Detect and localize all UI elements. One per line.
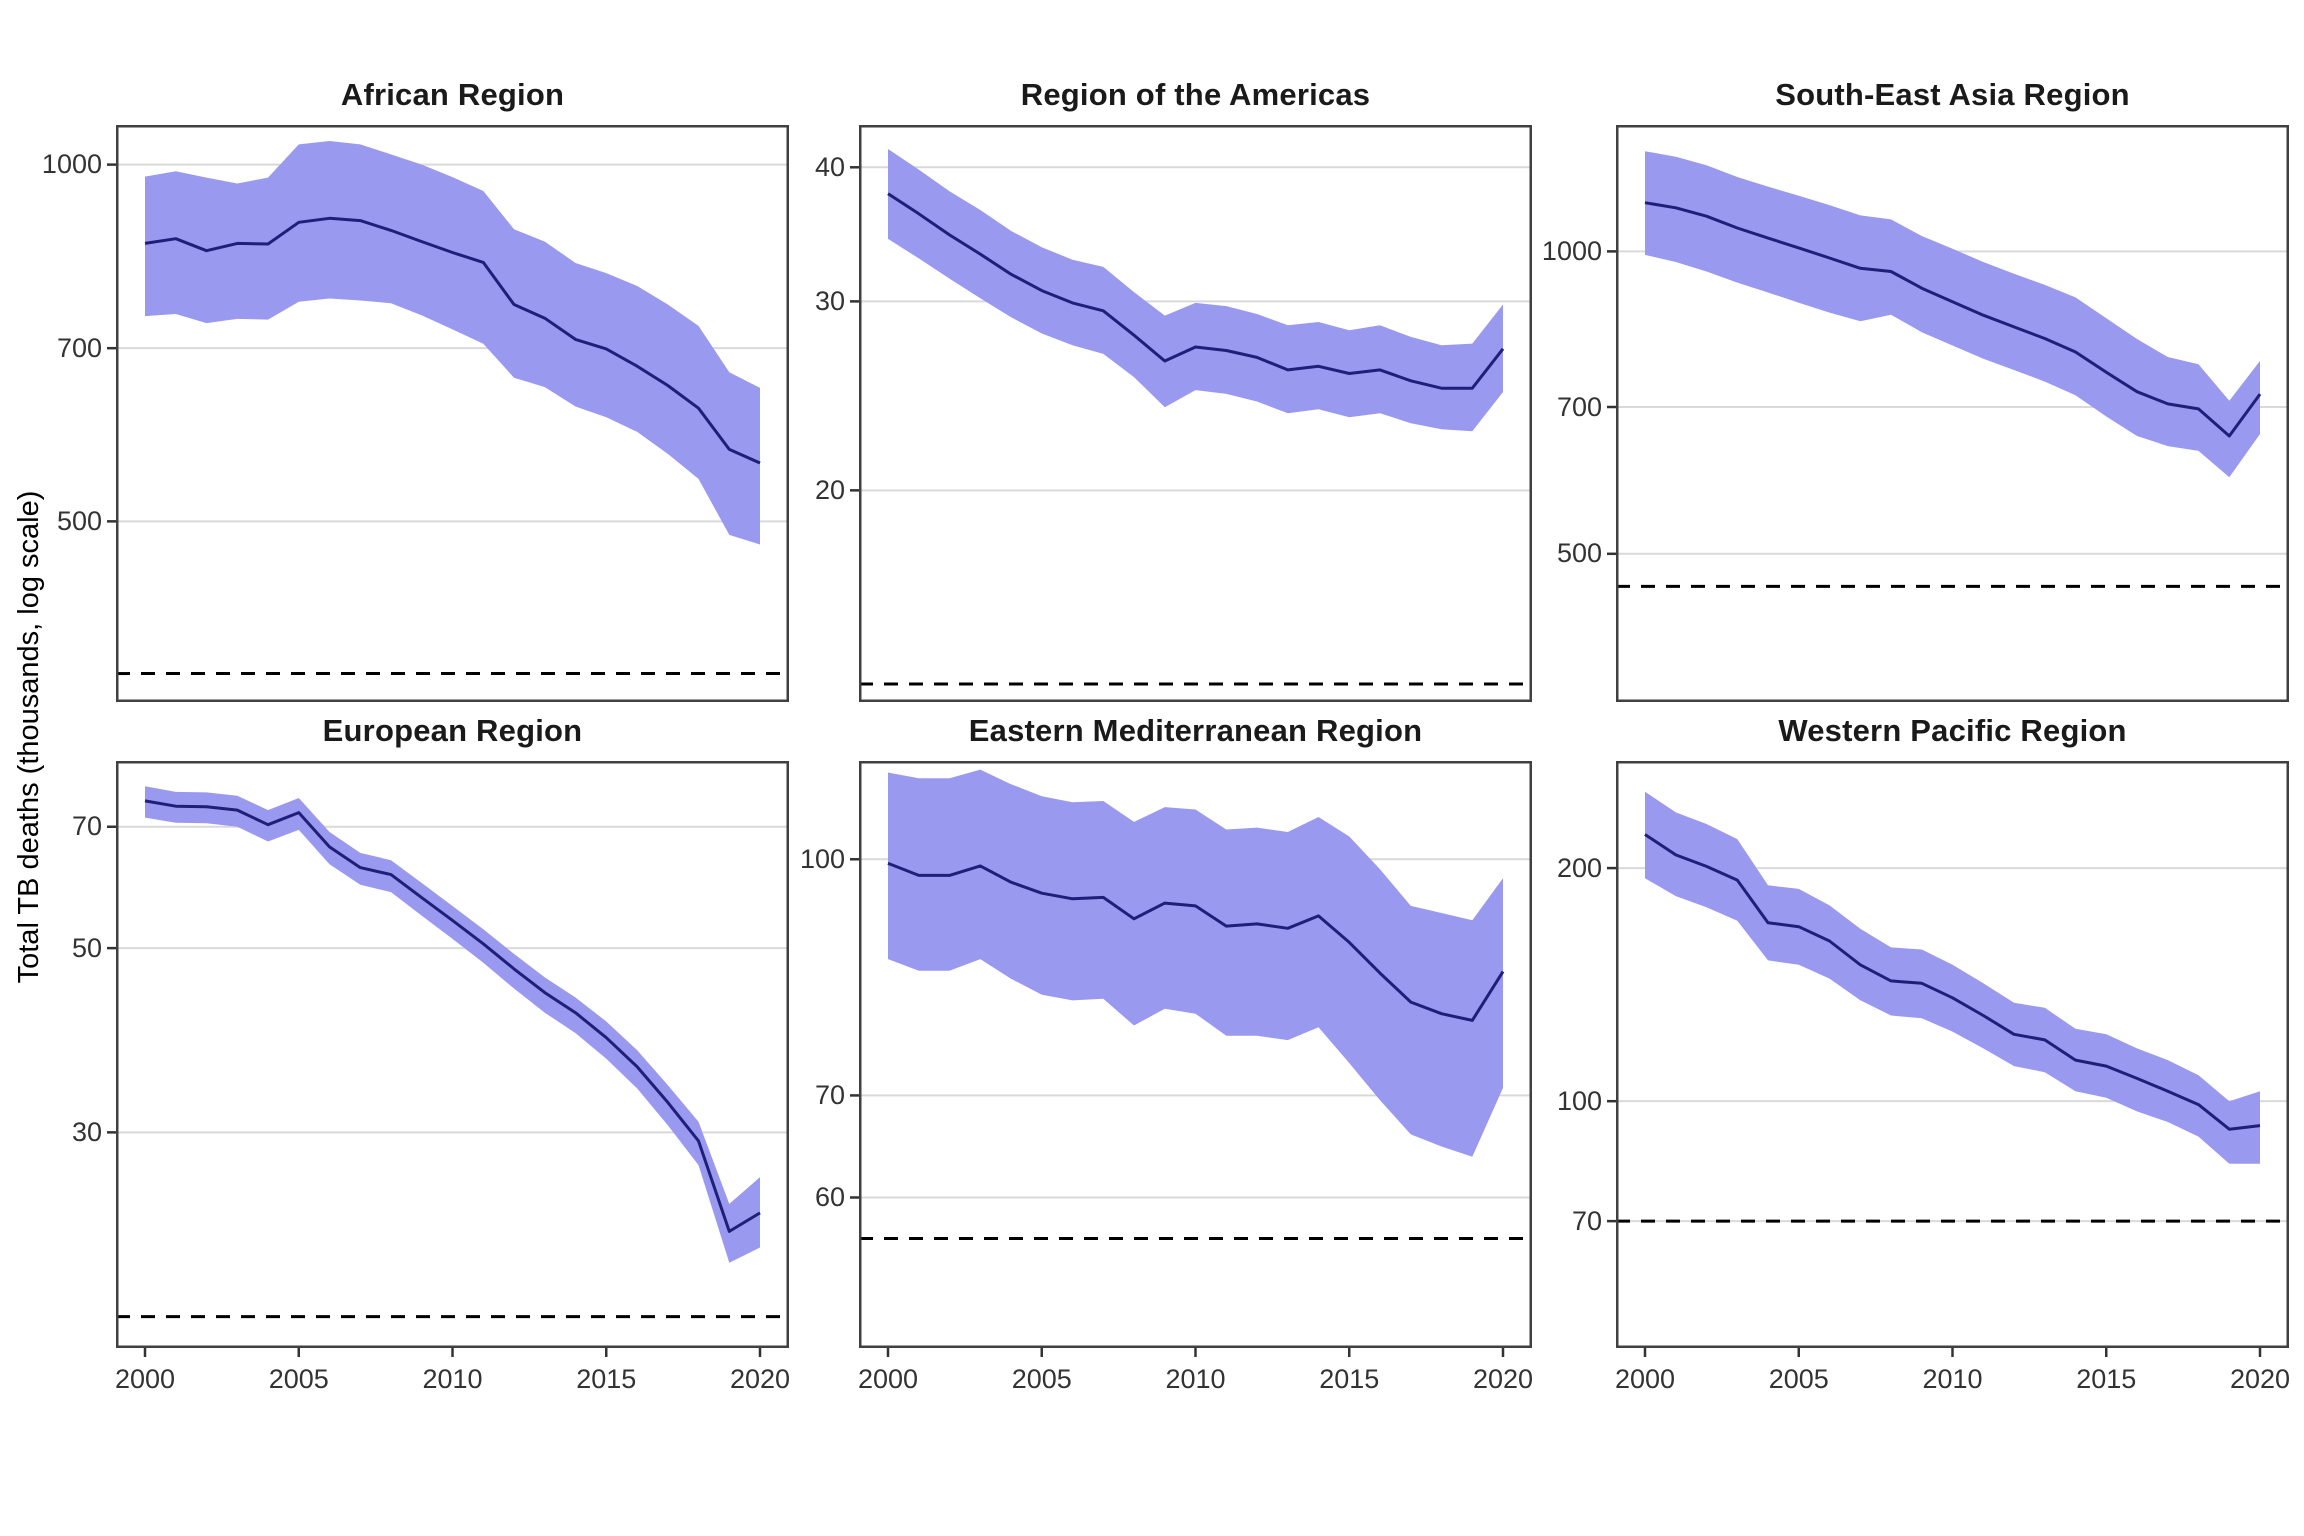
y-tick-label: 1000 — [41, 149, 102, 180]
uncertainty-ribbon — [1645, 791, 2260, 1164]
plot-area — [107, 125, 789, 702]
panel-european-region: European Region 70 50 30 2000 2005 2010 2015 20… — [72, 713, 790, 1394]
panel-south-east-asia-region: South-East Asia Region 1000 700 500 — [1542, 77, 2289, 702]
uncertainty-ribbon — [145, 141, 760, 545]
x-tick-label: 2010 — [1922, 1364, 1983, 1394]
panel-title: Region of the Americas — [1020, 77, 1371, 112]
y-tick-label: 500 — [56, 505, 102, 536]
panel-western-pacific-region: Western Pacific Region 200 100 70 2000 2005 2… — [1557, 713, 2290, 1394]
panel-border — [1616, 761, 2289, 1348]
y-tick-label: 70 — [71, 811, 102, 842]
panel-border — [116, 761, 789, 1348]
plot-area — [850, 761, 1532, 1357]
uncertainty-ribbon — [1645, 151, 2260, 478]
best-estimate-line — [1644, 833, 2261, 1131]
uncertainty-ribbon — [145, 786, 760, 1263]
panel-border — [1616, 125, 2289, 702]
x-tick-label: 2000 — [857, 1364, 919, 1394]
x-tick-label: 2020 — [1472, 1364, 1534, 1394]
x-tick-label: 2015 — [1319, 1364, 1380, 1394]
panel-title: Eastern Mediterranean Region — [968, 713, 1423, 748]
panel-title: South-East Asia Region — [1775, 77, 2130, 112]
panel-border — [859, 761, 1532, 1348]
best-estimate-line — [144, 216, 761, 465]
panel-title: Western Pacific Region — [1778, 713, 2127, 748]
y-tick-label: 50 — [71, 932, 102, 963]
y-tick-label: 30 — [814, 285, 845, 316]
x-tick-label: 2015 — [576, 1364, 637, 1394]
y-tick-label: 70 — [1571, 1205, 1602, 1236]
best-estimate-line — [1644, 201, 2262, 438]
panel-border — [859, 125, 1532, 702]
x-tick-label: 2015 — [2076, 1364, 2137, 1394]
y-tick-label: 40 — [814, 151, 845, 182]
best-estimate-line — [887, 192, 1505, 390]
panel-region-of-the-americas: Region of the Americas 40 30 20 — [815, 77, 1532, 702]
plot-area — [107, 761, 789, 1357]
x-tick-label: 2020 — [2229, 1364, 2291, 1394]
y-tick-label: 700 — [56, 332, 102, 363]
x-tick-label: 2010 — [422, 1364, 483, 1394]
best-estimate-line — [887, 861, 1505, 1022]
y-tick-label: 20 — [814, 474, 845, 505]
best-estimate-line — [144, 799, 761, 1233]
uncertainty-ribbon — [888, 769, 1503, 1157]
y-tick-label: 100 — [799, 843, 845, 874]
x-tick-label: 2005 — [1011, 1364, 1072, 1394]
y-tick-label: 30 — [71, 1116, 102, 1147]
y-tick-label: 100 — [1556, 1085, 1602, 1116]
x-tick-label: 2020 — [729, 1364, 791, 1394]
plot-area — [1607, 761, 2289, 1357]
plot-area — [1607, 125, 2289, 702]
panel-title: African Region — [340, 77, 565, 112]
x-tick-label: 2010 — [1165, 1364, 1226, 1394]
x-tick-label: 2000 — [114, 1364, 176, 1394]
y-tick-label: 700 — [1556, 391, 1602, 422]
x-tick-label: 2000 — [1614, 1364, 1676, 1394]
x-tick-label: 2005 — [1768, 1364, 1829, 1394]
x-tick-label: 2005 — [268, 1364, 329, 1394]
plot-area — [850, 125, 1532, 702]
y-tick-label: 60 — [814, 1181, 845, 1212]
y-axis-title: Total TB deaths (thousands, log scale) — [13, 490, 45, 984]
panel-eastern-mediterranean-region: Eastern Mediterranean Region 100 70 60 2000… — [800, 713, 1533, 1394]
panel-african-region: African Region 1000 700 500 — [42, 77, 789, 702]
y-tick-label: 200 — [1556, 852, 1602, 883]
panel-border — [116, 125, 789, 702]
y-tick-label: 500 — [1556, 538, 1602, 569]
uncertainty-ribbon — [888, 149, 1503, 432]
y-tick-label: 1000 — [1541, 235, 1602, 266]
y-tick-label: 70 — [814, 1079, 845, 1110]
panel-title: European Region — [322, 713, 583, 748]
